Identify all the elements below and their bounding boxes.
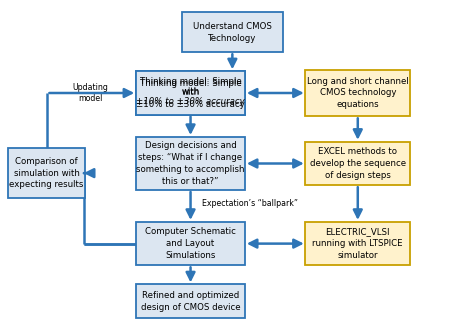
FancyBboxPatch shape — [136, 71, 246, 115]
FancyBboxPatch shape — [182, 12, 283, 52]
FancyBboxPatch shape — [136, 284, 246, 318]
Text: Long and short channel
CMOS technology
equations: Long and short channel CMOS technology e… — [307, 77, 409, 109]
Text: Design decisions and
steps: “What if I change
something to accomplish
this or th: Design decisions and steps: “What if I c… — [137, 141, 245, 186]
Text: EXCEL methods to
develop the sequence
of design steps: EXCEL methods to develop the sequence of… — [310, 147, 406, 180]
Text: Thinking model: Simple: Thinking model: Simple — [140, 79, 241, 88]
Text: Thinking model: Simple
with
±10% to ±30% accuracy: Thinking model: Simple with ±10% to ±30%… — [136, 77, 245, 109]
FancyBboxPatch shape — [136, 137, 246, 190]
FancyBboxPatch shape — [136, 222, 246, 266]
Text: Comparison of
simulation with
expecting results: Comparison of simulation with expecting … — [9, 157, 84, 189]
FancyBboxPatch shape — [305, 70, 410, 116]
Text: Understand CMOS
Technology: Understand CMOS Technology — [193, 22, 272, 43]
Text: ELECTRIC_VLSI
running with LTSPICE
simulator: ELECTRIC_VLSI running with LTSPICE simul… — [312, 227, 403, 260]
Text: Computer Schematic
and Layout
Simulations: Computer Schematic and Layout Simulation… — [145, 227, 236, 260]
FancyBboxPatch shape — [8, 148, 85, 198]
Text: with: with — [182, 87, 200, 96]
Text: ±10% to ±30% accuracy: ±10% to ±30% accuracy — [136, 96, 245, 106]
Text: Expectation’s “ballpark”: Expectation’s “ballpark” — [202, 199, 298, 208]
FancyBboxPatch shape — [136, 71, 246, 115]
Text: Updating
model: Updating model — [73, 83, 109, 103]
Text: Refined and optimized
design of CMOS device: Refined and optimized design of CMOS dev… — [141, 291, 240, 312]
FancyBboxPatch shape — [305, 222, 410, 266]
FancyBboxPatch shape — [305, 142, 410, 185]
